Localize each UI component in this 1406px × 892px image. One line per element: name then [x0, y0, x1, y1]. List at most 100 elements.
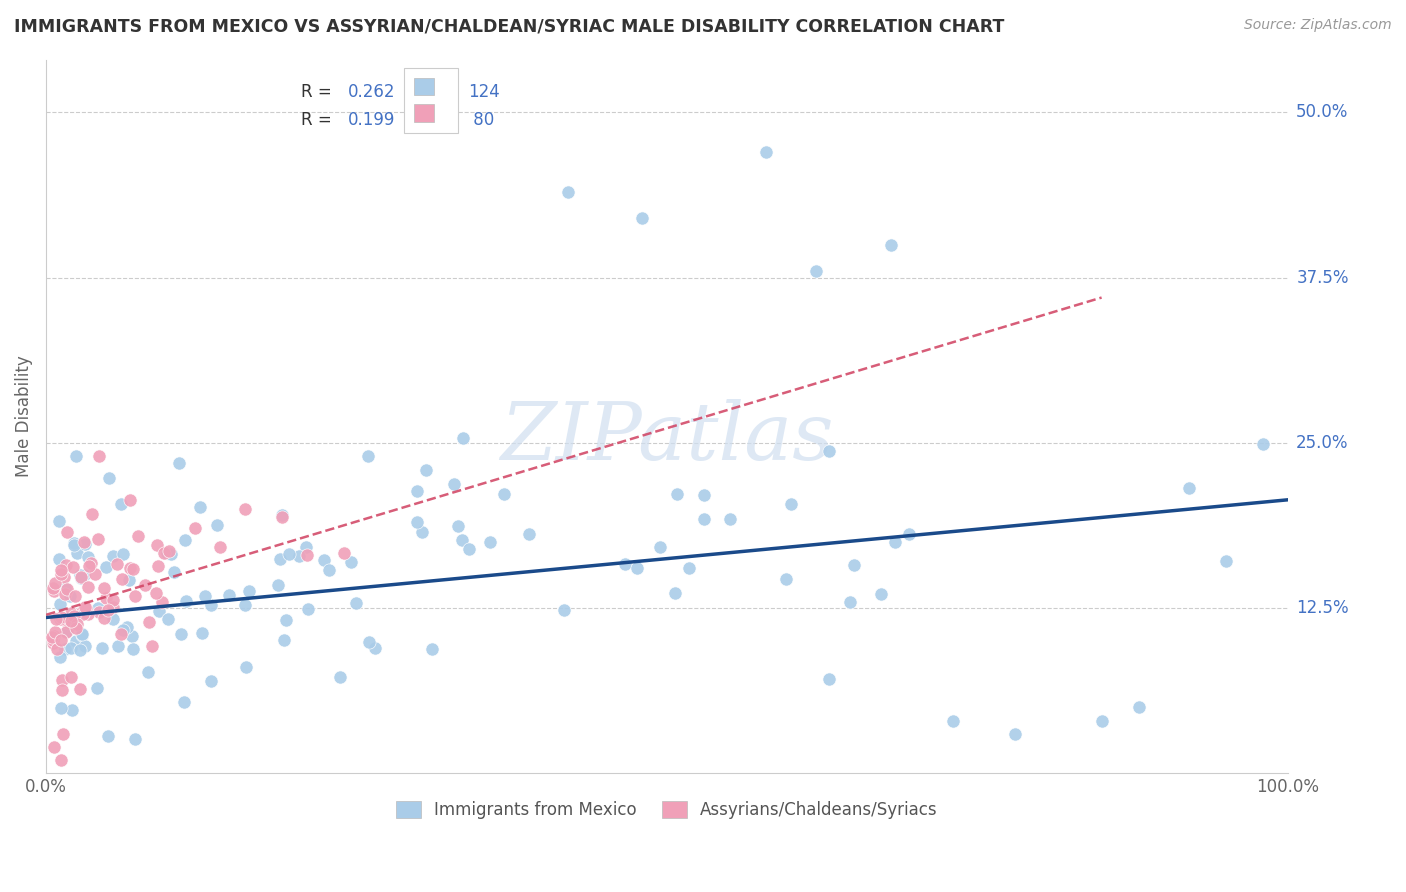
Point: [406, 484, 429, 499]
Point: [148, 604, 170, 618]
Point: [693, 512, 716, 526]
Point: [86, 681, 108, 696]
Point: [51, 567, 73, 582]
Point: [48, 514, 70, 528]
Point: [271, 510, 294, 524]
Point: [80, 557, 103, 571]
Point: [87, 606, 110, 620]
Point: [63, 589, 86, 603]
Point: [273, 632, 295, 647]
Point: [160, 547, 183, 561]
Point: [415, 463, 437, 477]
Point: [150, 595, 173, 609]
Point: [200, 674, 222, 689]
Point: [146, 559, 169, 574]
Point: [157, 612, 180, 626]
Point: [447, 519, 470, 533]
Point: [942, 714, 965, 728]
Point: [52, 727, 75, 741]
Point: [76, 607, 98, 621]
Point: [41, 581, 63, 595]
Point: [44, 576, 66, 591]
Point: [73, 537, 96, 551]
Point: [66, 617, 89, 632]
Point: [70, 570, 93, 584]
Point: [97, 471, 120, 485]
Point: [48, 551, 70, 566]
Text: 37.5%: 37.5%: [1296, 268, 1348, 286]
Point: [65, 621, 87, 635]
Point: [53, 641, 76, 656]
Point: [1251, 437, 1274, 451]
Point: [69, 643, 91, 657]
Point: [274, 613, 297, 627]
Point: [235, 598, 257, 612]
Point: [51, 673, 73, 687]
Point: [118, 493, 141, 508]
Point: [269, 552, 291, 566]
Point: [53, 582, 76, 596]
Point: [233, 501, 256, 516]
Point: [55, 582, 77, 596]
Point: [97, 730, 120, 744]
Point: [141, 640, 163, 654]
Point: [127, 528, 149, 542]
Point: [45, 612, 67, 626]
Point: [56, 624, 79, 638]
Point: [804, 264, 827, 278]
Point: [44, 629, 66, 643]
Point: [49, 632, 72, 647]
Point: [718, 511, 741, 525]
Point: [87, 532, 110, 546]
Point: [111, 624, 134, 638]
Point: [884, 534, 907, 549]
Point: [146, 537, 169, 551]
Point: [44, 584, 66, 599]
Point: [118, 573, 141, 587]
Point: [411, 524, 433, 539]
Y-axis label: Male Disability: Male Disability: [15, 356, 32, 477]
Point: [66, 546, 89, 560]
Point: [1215, 554, 1237, 568]
Point: [60, 607, 83, 621]
Point: [124, 590, 146, 604]
Point: [356, 449, 378, 463]
Point: [775, 572, 797, 586]
Point: [69, 682, 91, 697]
Point: [443, 477, 465, 491]
Point: [96, 591, 118, 606]
Text: R =: R =: [301, 112, 336, 129]
Point: [478, 534, 501, 549]
Point: [218, 588, 240, 602]
Point: [818, 673, 841, 687]
Point: [188, 500, 211, 515]
Point: [53, 587, 76, 601]
Text: Source: ZipAtlas.com: Source: ZipAtlas.com: [1244, 18, 1392, 32]
Point: [451, 533, 474, 547]
Point: [69, 568, 91, 582]
Point: [288, 549, 311, 563]
Point: [170, 626, 193, 640]
Point: [75, 601, 97, 615]
Point: [63, 535, 86, 549]
Point: [103, 593, 125, 607]
Point: [55, 558, 77, 573]
Point: [190, 625, 212, 640]
Point: [553, 603, 575, 617]
Point: [63, 609, 86, 624]
Point: [494, 487, 516, 501]
Text: 80: 80: [468, 112, 495, 129]
Text: 0.199: 0.199: [347, 112, 395, 129]
Point: [235, 660, 257, 674]
Text: 12.5%: 12.5%: [1296, 599, 1348, 617]
Text: IMMIGRANTS FROM MEXICO VS ASSYRIAN/CHALDEAN/SYRIAC MALE DISABILITY CORRELATION C: IMMIGRANTS FROM MEXICO VS ASSYRIAN/CHALD…: [14, 18, 1004, 36]
Text: R =: R =: [301, 83, 336, 101]
Point: [451, 431, 474, 445]
Point: [59, 589, 82, 603]
Point: [312, 553, 335, 567]
Point: [70, 626, 93, 640]
Point: [897, 526, 920, 541]
Point: [614, 558, 637, 572]
Point: [79, 558, 101, 573]
Point: [1177, 481, 1199, 495]
